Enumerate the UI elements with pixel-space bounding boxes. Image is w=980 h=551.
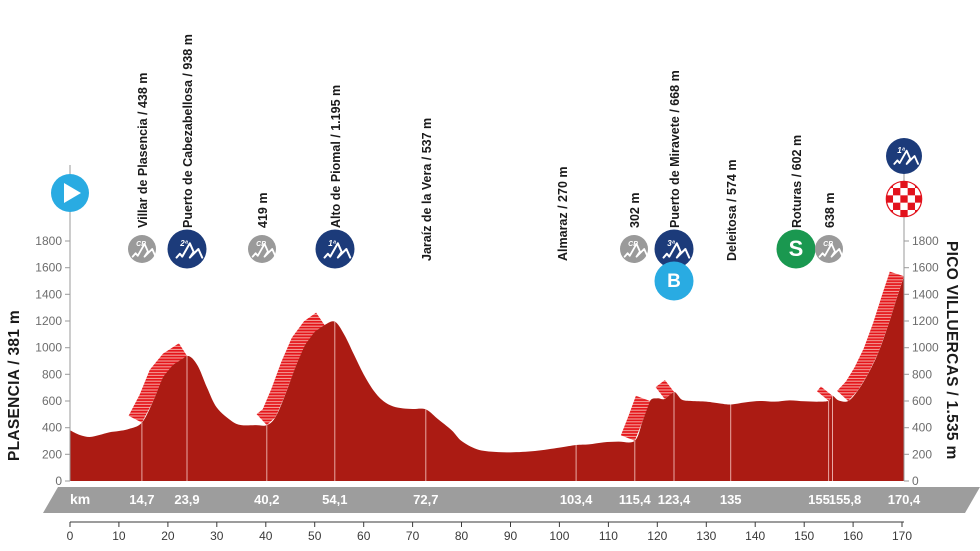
svg-text:30: 30	[210, 529, 224, 543]
svg-text:40: 40	[259, 529, 273, 543]
svg-text:72,7: 72,7	[413, 492, 438, 507]
svg-text:1200: 1200	[912, 314, 939, 328]
svg-text:400: 400	[42, 421, 62, 435]
svg-text:115,4: 115,4	[619, 492, 652, 507]
svg-text:200: 200	[42, 447, 62, 461]
svg-text:400: 400	[912, 421, 932, 435]
svg-text:1800: 1800	[912, 234, 939, 248]
svg-text:54,1: 54,1	[322, 492, 347, 507]
svg-text:1400: 1400	[912, 287, 939, 301]
svg-text:50: 50	[308, 529, 322, 543]
svg-text:km: km	[70, 491, 90, 507]
svg-text:100: 100	[549, 529, 569, 543]
svg-text:1600: 1600	[912, 261, 939, 275]
svg-text:Villar de Plasencia / 438 m: Villar de Plasencia / 438 m	[136, 73, 150, 228]
svg-text:123,4: 123,4	[658, 492, 691, 507]
svg-text:155,8: 155,8	[829, 492, 862, 507]
svg-text:110: 110	[599, 529, 618, 543]
svg-text:419 m: 419 m	[256, 193, 270, 228]
svg-text:S: S	[789, 236, 804, 261]
svg-text:Deleitosa / 574 m: Deleitosa / 574 m	[725, 160, 739, 261]
svg-text:60: 60	[357, 529, 371, 543]
svg-text:0: 0	[55, 474, 62, 488]
svg-text:20: 20	[161, 529, 175, 543]
svg-text:1000: 1000	[35, 341, 62, 355]
svg-text:Alto de Piomal / 1.195 m: Alto de Piomal / 1.195 m	[329, 85, 343, 228]
svg-text:90: 90	[504, 529, 518, 543]
svg-text:Puerto de Miravete / 668 m: Puerto de Miravete / 668 m	[668, 70, 682, 228]
svg-text:80: 80	[455, 529, 469, 543]
svg-text:103,4: 103,4	[560, 492, 593, 507]
svg-text:1600: 1600	[35, 261, 62, 275]
svg-text:150: 150	[794, 529, 814, 543]
svg-text:135: 135	[720, 492, 742, 507]
svg-text:1400: 1400	[35, 287, 62, 301]
svg-text:Jaraíz de la Vera / 537 m: Jaraíz de la Vera / 537 m	[420, 118, 434, 261]
svg-text:0: 0	[912, 474, 919, 488]
svg-text:23,9: 23,9	[174, 492, 199, 507]
svg-text:70: 70	[406, 529, 420, 543]
svg-text:0: 0	[67, 529, 74, 543]
svg-text:1800: 1800	[35, 234, 62, 248]
svg-text:160: 160	[843, 529, 863, 543]
svg-text:120: 120	[647, 529, 667, 543]
svg-text:140: 140	[745, 529, 765, 543]
svg-text:PICO VILLUERCAS / 1.535 m: PICO VILLUERCAS / 1.535 m	[943, 241, 960, 460]
svg-text:B: B	[667, 271, 681, 292]
svg-text:200: 200	[912, 447, 932, 461]
svg-text:170: 170	[892, 529, 912, 543]
svg-text:PLASENCIA / 381 m: PLASENCIA / 381 m	[6, 310, 23, 461]
svg-text:Puerto de Cabezabellosa / 938: Puerto de Cabezabellosa / 938 m	[181, 34, 195, 228]
svg-text:1000: 1000	[912, 341, 939, 355]
svg-text:14,7: 14,7	[129, 492, 154, 507]
svg-text:Roturas / 602 m: Roturas / 602 m	[790, 135, 804, 228]
svg-text:800: 800	[42, 367, 62, 381]
svg-text:155: 155	[808, 492, 830, 507]
svg-text:800: 800	[912, 367, 932, 381]
svg-text:10: 10	[112, 529, 126, 543]
svg-text:1200: 1200	[35, 314, 62, 328]
svg-text:600: 600	[42, 394, 62, 408]
svg-text:Almaraz / 270 m: Almaraz / 270 m	[556, 167, 570, 262]
svg-text:170,4: 170,4	[888, 492, 921, 507]
svg-text:130: 130	[696, 529, 716, 543]
svg-text:600: 600	[912, 394, 932, 408]
svg-text:40,2: 40,2	[254, 492, 279, 507]
svg-text:638 m: 638 m	[823, 193, 837, 228]
svg-text:302 m: 302 m	[628, 193, 642, 228]
